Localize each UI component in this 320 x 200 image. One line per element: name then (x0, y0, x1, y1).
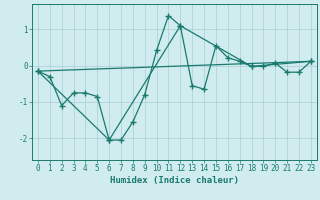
X-axis label: Humidex (Indice chaleur): Humidex (Indice chaleur) (110, 176, 239, 185)
